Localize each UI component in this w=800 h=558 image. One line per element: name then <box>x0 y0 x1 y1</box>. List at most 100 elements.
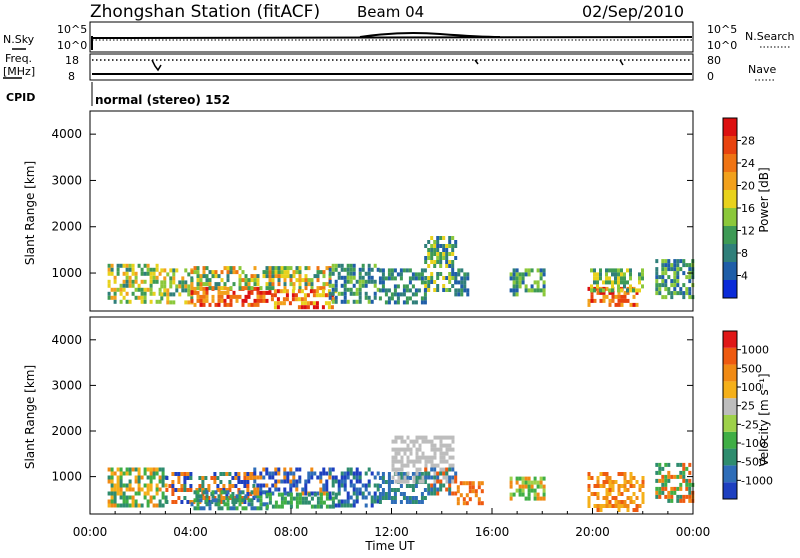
heatmap-cell <box>539 288 543 293</box>
heatmap-cell <box>270 297 274 302</box>
heatmap-cell <box>119 291 123 296</box>
heatmap-cell <box>237 476 241 480</box>
heatmap-cell <box>448 264 452 268</box>
nsky-label: N.Sky <box>3 33 35 46</box>
heatmap-cell <box>343 283 347 288</box>
heatmap-cell <box>430 447 434 452</box>
heatmap-cell <box>685 478 689 483</box>
heatmap-cell <box>322 274 326 279</box>
heatmap-cell <box>149 499 153 504</box>
power-colorbar-label: Power [dB] <box>757 167 771 232</box>
x-axis-label: Time UT <box>364 539 415 553</box>
heatmap-cell <box>283 500 287 505</box>
heatmap-cell <box>268 496 272 501</box>
heatmap-cell <box>408 268 412 273</box>
heatmap-cell <box>373 291 377 296</box>
heatmap-cell <box>430 248 434 252</box>
heatmap-cell <box>202 274 206 279</box>
heatmap-cell <box>280 479 284 484</box>
heatmap-cell <box>387 476 391 480</box>
heatmap-cell <box>222 472 226 476</box>
heatmap-cell <box>312 293 316 298</box>
heatmap-cell <box>125 291 129 296</box>
heatmap-cell <box>632 500 636 504</box>
heatmap-cell <box>418 443 422 448</box>
heatmap-cell <box>143 495 147 500</box>
heatmap-cell <box>439 244 443 248</box>
heatmap-cell <box>122 263 126 268</box>
heatmap-cell <box>146 487 150 492</box>
heatmap-cell <box>134 499 138 504</box>
heatmap-cell <box>370 279 374 284</box>
heatmap-cell <box>116 483 120 488</box>
heatmap-cell <box>367 263 371 268</box>
heatmap-cell <box>322 487 326 492</box>
heatmap-cell <box>439 451 443 456</box>
heatmap-cell <box>166 288 170 293</box>
heatmap-cell <box>315 293 319 298</box>
heatmap-cell <box>462 497 466 502</box>
heatmap-cell <box>259 475 263 480</box>
heatmap-cell <box>602 290 606 295</box>
heatmap-cell <box>328 471 332 476</box>
heatmap-cell <box>158 487 162 492</box>
heatmap-cell <box>247 278 251 283</box>
heatmap-cell <box>149 471 153 476</box>
heatmap-cell <box>177 496 181 500</box>
heatmap-cell <box>387 488 391 492</box>
heatmap-cell <box>223 266 227 271</box>
heatmap-cell <box>208 270 212 275</box>
heatmap-cell <box>433 479 437 484</box>
heatmap-cell <box>539 276 543 281</box>
heatmap-cell <box>367 295 371 300</box>
heatmap-cell <box>256 278 260 283</box>
heatmap-cell <box>638 280 641 285</box>
heatmap-cell <box>384 480 388 484</box>
heatmap-cell <box>128 279 132 284</box>
heatmap-cell <box>304 496 308 501</box>
heatmap-cell <box>202 506 206 511</box>
heatmap-cell <box>259 487 263 492</box>
heatmap-cell <box>542 280 546 285</box>
heatmap-cell <box>436 256 440 260</box>
heatmap-cell <box>244 298 248 303</box>
heatmap-cell <box>247 286 251 291</box>
heatmap-cell <box>187 300 191 305</box>
heatmap-cell <box>430 483 434 488</box>
heatmap-cell <box>349 275 353 280</box>
heatmap-cell <box>393 292 397 297</box>
heatmap-cell <box>158 291 162 296</box>
heatmap-cell <box>688 462 692 467</box>
heatmap-cell <box>289 266 293 271</box>
heatmap-cell <box>409 459 413 464</box>
heatmap-cell <box>113 491 117 496</box>
heatmap-cell <box>405 300 409 305</box>
heatmap-cell <box>411 300 415 305</box>
heatmap-cell <box>253 266 257 271</box>
heatmap-cell <box>226 270 230 275</box>
heatmap-cell <box>205 294 209 299</box>
heatmap-cell <box>316 266 320 271</box>
heatmap-cell <box>334 279 338 284</box>
heatmap-cell <box>378 268 382 273</box>
heatmap-cell <box>119 467 123 472</box>
heatmap-cell <box>343 279 347 284</box>
heatmap-cell <box>376 267 380 272</box>
heatmap-cell <box>451 272 455 276</box>
heatmap-cell <box>420 296 424 301</box>
heatmap-cell <box>241 286 245 291</box>
x-tick-label: 08:00 <box>274 525 309 539</box>
heatmap-cell <box>237 472 241 476</box>
heatmap-cell <box>518 492 522 497</box>
heatmap-cell <box>367 467 371 472</box>
heatmap-cell <box>542 268 546 273</box>
heatmap-cell <box>331 291 335 296</box>
heatmap-cell <box>331 479 335 484</box>
heatmap-cell <box>370 267 374 272</box>
heatmap-cell <box>256 282 260 287</box>
heatmap-cell <box>122 295 126 300</box>
heatmap-cell <box>196 490 200 495</box>
heatmap-cell <box>307 479 311 484</box>
heatmap-cell <box>279 301 283 306</box>
heatmap-cell <box>291 293 295 298</box>
